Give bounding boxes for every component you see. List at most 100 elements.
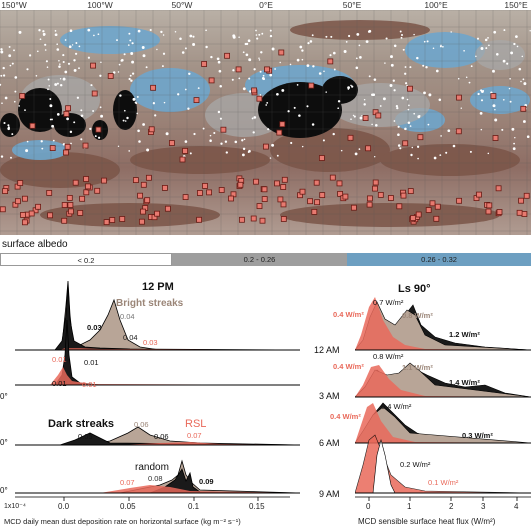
white-streak-dot [123, 53, 126, 56]
white-streak-dot [361, 115, 363, 117]
row2-peak-1: 0.01 [52, 355, 67, 364]
legend-bin-high-label: 0.26 - 0.32 [421, 255, 457, 264]
rsl-square [79, 195, 85, 202]
white-streak-dot [355, 57, 358, 60]
white-streak-dot [210, 55, 213, 59]
white-streak-dot [323, 70, 325, 73]
white-streak-dot [253, 68, 256, 71]
white-streak-dot [54, 83, 58, 86]
left-x-axis-ticks [63, 497, 259, 501]
white-streak-dot [120, 59, 123, 62]
rsl-square [63, 111, 70, 117]
rsl-square [109, 217, 116, 223]
left-row-1 [15, 280, 300, 351]
rsl-square [193, 97, 200, 103]
rsl-square [434, 203, 441, 210]
white-streak-dot [54, 30, 57, 32]
white-streak-dot [408, 104, 410, 107]
rsl-square [350, 204, 357, 211]
white-streak-dot [509, 100, 512, 103]
r2-value-4: 1.4 W/m² [449, 378, 480, 387]
rsl-square [366, 201, 373, 208]
white-streak-dot [189, 152, 192, 155]
r4-value-2: 0.1 W/m² [428, 478, 459, 487]
white-streak-dot [59, 78, 62, 80]
rsl-square [429, 200, 436, 207]
white-streak-dot [73, 59, 76, 62]
white-streak-dot [442, 45, 444, 48]
white-streak-dot [255, 34, 258, 36]
white-streak-dot [501, 128, 504, 131]
white-streak-dot [74, 52, 78, 55]
white-streak-dot [252, 131, 255, 134]
white-streak-dot [269, 34, 273, 38]
time-label-3am: 3 AM [319, 391, 340, 401]
rsl-square [281, 176, 288, 183]
white-streak-dot [142, 123, 145, 126]
white-streak-dot [432, 47, 435, 49]
white-streak-dot [205, 45, 208, 49]
white-streak-dot [502, 98, 505, 101]
right-xtick-4: 4 [514, 502, 519, 511]
white-streak-dot [184, 140, 188, 143]
white-streak-dot [279, 61, 281, 64]
bright-streaks-label: Bright streaks [116, 298, 184, 309]
white-streak-dot [401, 96, 405, 100]
white-streak-dot [465, 76, 468, 78]
white-streak-dot [359, 116, 363, 120]
white-streak-dot [8, 54, 12, 58]
white-streak-dot [241, 139, 244, 142]
white-streak-dot [71, 44, 74, 46]
white-streak-dot [218, 69, 222, 73]
rsl-square [455, 128, 462, 135]
white-streak-dot [117, 145, 120, 147]
white-streak-dot [511, 127, 515, 131]
rsl-square [274, 180, 280, 187]
white-streak-dot [494, 109, 496, 111]
rsl-square [365, 145, 372, 152]
rsl-square [496, 209, 503, 215]
white-streak-dot [440, 135, 442, 137]
rsl-square [276, 129, 283, 136]
rsl-square [417, 134, 424, 141]
white-streak-dot [450, 31, 452, 33]
rsl-label: RSL [185, 418, 207, 430]
rsl-square [95, 126, 102, 133]
white-streak-dot [123, 109, 126, 112]
lon-label-50e: 50°E [342, 0, 362, 10]
rsl-square [313, 179, 320, 186]
white-streak-dot [245, 42, 249, 46]
rsl-square [20, 211, 26, 218]
rsl-square [319, 192, 326, 199]
rsl-square [280, 201, 287, 208]
rsl-square [137, 192, 144, 199]
right-row-4-bright-curve [372, 438, 396, 494]
row4-peak-2: 0.08 [148, 474, 163, 483]
white-streak-dot [438, 98, 442, 102]
rsl-square [259, 217, 266, 224]
white-streak-dot [87, 56, 90, 59]
rsl-square [196, 216, 203, 223]
rsl-square [264, 66, 270, 73]
white-streak-dot [64, 39, 67, 41]
white-streak-dot [54, 33, 58, 37]
white-streak-dot [18, 105, 20, 107]
white-streak-dot [9, 64, 12, 67]
rsl-square [140, 181, 147, 188]
white-streak-dot [152, 102, 156, 105]
legend-bin-low-label: < 0.2 [77, 256, 95, 265]
white-streak-dot [93, 34, 95, 37]
white-streak-dot [247, 39, 251, 43]
white-streak-dot [80, 138, 83, 141]
right-xtick-0: 0 [366, 502, 371, 511]
white-streak-dot [422, 64, 425, 67]
white-streak-dot [18, 30, 22, 34]
white-streak-dot [258, 57, 260, 59]
rsl-square [83, 189, 90, 196]
white-streak-dot [267, 128, 270, 131]
rsl-square [19, 93, 26, 99]
white-streak-dot [358, 148, 361, 150]
right-row-2 [355, 362, 531, 398]
white-streak-dot [42, 32, 46, 36]
white-streak-dot [67, 62, 71, 65]
